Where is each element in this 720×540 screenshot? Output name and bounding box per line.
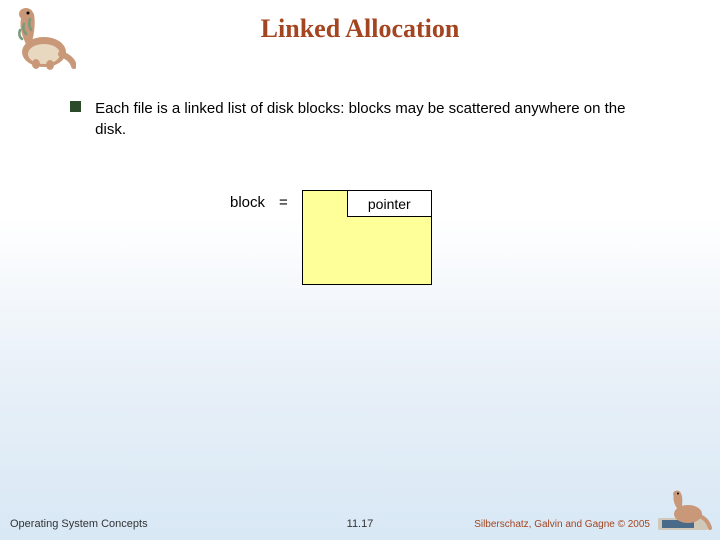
block-diagram: block = pointer [230, 190, 432, 285]
slide-title: Linked Allocation [0, 0, 720, 44]
footer-attribution: Silberschatz, Galvin and Gagne © 2005 [474, 519, 650, 530]
bullet-item: Each file is a linked list of disk block… [70, 98, 680, 140]
footer-page-number: 11.17 [347, 518, 374, 530]
bullet-square-icon [70, 101, 81, 112]
dinosaur-logo-top [6, 4, 76, 74]
dinosaur-logo-bottom [656, 488, 714, 534]
block-label: block [230, 194, 265, 211]
block-box: pointer [302, 190, 432, 285]
pointer-cell: pointer [347, 191, 431, 217]
footer-left: Operating System Concepts [10, 518, 148, 530]
bullet-text: Each file is a linked list of disk block… [95, 98, 655, 140]
equals-sign: = [279, 194, 288, 211]
